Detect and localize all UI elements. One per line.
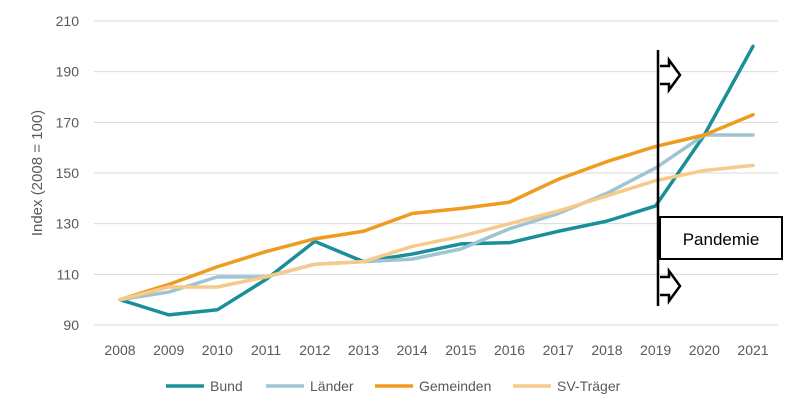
y-tick-labels: 90 110 130 150 170 190 210 bbox=[56, 13, 80, 333]
y-tick-label: 190 bbox=[56, 64, 80, 80]
arrow-right-icon bbox=[660, 267, 682, 305]
legend-label-bund: Bund bbox=[210, 378, 243, 394]
series-line-gemeinden bbox=[118, 112, 755, 302]
y-tick-label: 150 bbox=[56, 165, 80, 181]
series-line-sv-tr-ger bbox=[118, 163, 755, 302]
series-line-bund bbox=[118, 44, 755, 317]
y-tick-label: 90 bbox=[63, 317, 79, 333]
x-tick-label: 2008 bbox=[104, 342, 135, 358]
x-tick-label: 2011 bbox=[251, 342, 281, 358]
y-axis-title: Index (2008 = 100) bbox=[29, 110, 46, 236]
y-tick-label: 170 bbox=[56, 114, 80, 130]
pandemic-label: Pandemie bbox=[683, 230, 760, 249]
legend-label-l-nder: Länder bbox=[310, 378, 354, 394]
x-tick-label: 2010 bbox=[202, 342, 233, 358]
series-lines bbox=[118, 44, 755, 317]
x-tick-label: 2013 bbox=[348, 342, 379, 358]
x-tick-label: 2014 bbox=[397, 342, 428, 358]
y-tick-label: 130 bbox=[56, 216, 80, 232]
pandemic-label-box bbox=[659, 216, 783, 260]
gridlines bbox=[94, 20, 778, 326]
y-tick-label: 210 bbox=[56, 13, 80, 29]
x-tick-label: 2012 bbox=[299, 342, 330, 358]
x-tick-label: 2009 bbox=[153, 342, 184, 358]
x-tick-label: 2015 bbox=[445, 342, 476, 358]
pandemic-annotation: Pandemie bbox=[656, 50, 783, 306]
x-tick-label: 2019 bbox=[640, 342, 671, 358]
arrow-right-icon bbox=[660, 56, 682, 94]
x-tick-label: 2021 bbox=[737, 342, 768, 358]
x-tick-label: 2020 bbox=[689, 342, 720, 358]
legend: Bund Länder Gemeinden SV-Träger bbox=[166, 378, 621, 394]
legend-label-sv-tr-ger: SV-Träger bbox=[557, 378, 621, 394]
x-tick-labels: 2008 2009 2010 2011 2012 2013 2014 2015 2016 2017… bbox=[104, 342, 768, 358]
legend-label-gemeinden: Gemeinden bbox=[419, 378, 491, 394]
x-tick-label: 2018 bbox=[591, 342, 622, 358]
x-tick-label: 2017 bbox=[543, 342, 574, 358]
x-tick-label: 2016 bbox=[494, 342, 525, 358]
y-tick-label: 110 bbox=[57, 266, 80, 282]
series-line-l-nder bbox=[118, 133, 755, 302]
